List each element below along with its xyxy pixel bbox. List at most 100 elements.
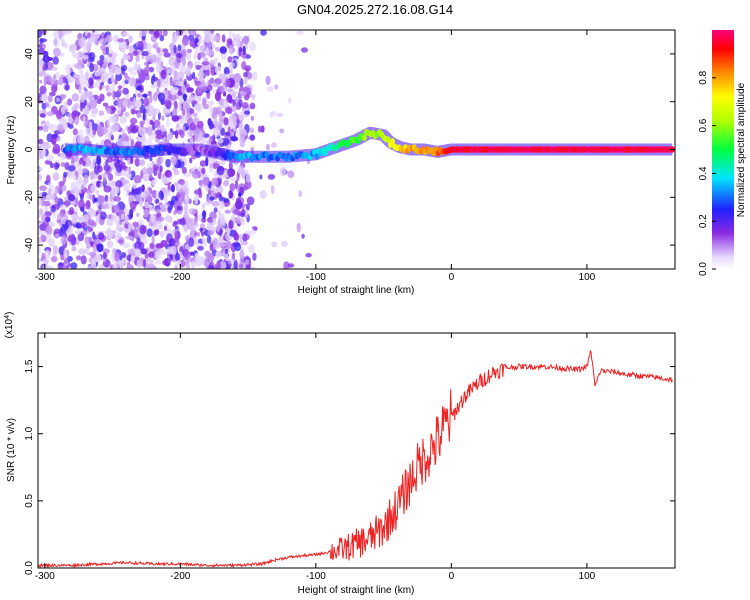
noise-blob (214, 65, 222, 74)
noise-blob (229, 176, 237, 182)
noise-blob (123, 72, 128, 78)
noise-blob (205, 68, 210, 77)
noise-blob (189, 40, 195, 47)
noise-blob (96, 243, 104, 253)
noise-blob (189, 30, 196, 36)
noise-blob (189, 157, 193, 164)
noise-blob (224, 79, 231, 88)
noise-blob (101, 173, 107, 178)
noise-blob (288, 97, 292, 104)
noise-blob (54, 196, 59, 204)
noise-blob (231, 62, 236, 67)
noise-blob (230, 132, 235, 137)
noise-blob (159, 165, 163, 173)
noise-blob (112, 263, 118, 269)
noise-blob (134, 61, 138, 71)
noise-blob (220, 127, 225, 136)
noise-blob (126, 264, 134, 269)
noise-blob (51, 66, 58, 71)
noise-blob (83, 54, 89, 60)
noise-blob (168, 238, 176, 247)
noise-blob (80, 222, 86, 229)
noise-blob (270, 142, 278, 148)
noise-blob (96, 155, 102, 165)
noise-blob (38, 173, 42, 181)
noise-blob (215, 47, 220, 52)
noise-blob (50, 205, 56, 213)
noise-blob (176, 30, 180, 36)
noise-blob (38, 201, 43, 206)
noise-blob (274, 84, 279, 90)
noise-blob (97, 125, 103, 131)
noise-blob (52, 56, 59, 65)
noise-blob (244, 65, 252, 72)
noise-blob (76, 134, 84, 145)
noise-blob (103, 185, 112, 193)
noise-blob (180, 115, 187, 124)
noise-blob (185, 104, 191, 112)
noise-blob (242, 35, 250, 45)
noise-blob (106, 107, 112, 114)
noise-blob (100, 211, 107, 220)
noise-blob (202, 176, 210, 186)
noise-blob (181, 56, 186, 67)
noise-blob (45, 193, 52, 201)
noise-blob (115, 186, 120, 194)
noise-blob (161, 115, 165, 121)
noise-blob (170, 245, 177, 255)
noise-blob (43, 55, 50, 64)
noise-blob (229, 183, 236, 192)
noise-blob (221, 34, 226, 43)
noise-blob (135, 55, 140, 62)
noise-blob (270, 184, 275, 195)
noise-blob (56, 110, 63, 120)
noise-blob (212, 134, 216, 143)
noise-blob (78, 248, 87, 256)
noise-blob (53, 30, 60, 40)
noise-blob (248, 244, 255, 253)
noise-blob (110, 74, 114, 83)
noise-blob (79, 157, 84, 165)
noise-blob (92, 157, 97, 163)
noise-blob (238, 111, 244, 121)
noise-blob (68, 165, 76, 172)
noise-blob (87, 265, 92, 269)
noise-blob (162, 30, 168, 36)
colorbar-tick-label: 0.4 (698, 166, 709, 180)
noise-blob (157, 157, 161, 167)
noise-blob (196, 231, 200, 237)
noise-blob (38, 236, 42, 244)
noise-blob (123, 53, 128, 61)
noise-blob (245, 87, 251, 93)
noise-blob (245, 173, 251, 184)
noise-blob (189, 225, 196, 235)
noise-blob (280, 240, 288, 247)
noise-blob (211, 140, 217, 145)
noise-blob (39, 79, 43, 84)
noise-blob (77, 60, 83, 66)
noise-blob (48, 238, 55, 248)
noise-blob (38, 47, 45, 55)
noise-blob (225, 241, 232, 249)
y-tick-label: -40 (24, 237, 35, 252)
noise-blob (41, 101, 47, 111)
noise-blob (81, 188, 85, 197)
noise-blob (114, 251, 120, 262)
y-tick-label: 1.0 (24, 426, 35, 440)
noise-blob (234, 35, 242, 40)
noise-blob (133, 188, 140, 194)
noise-blob (55, 71, 60, 79)
noise-blob (249, 41, 256, 52)
noise-blob (127, 66, 134, 73)
noise-blob (134, 157, 141, 167)
noise-blob (136, 112, 142, 118)
noise-blob (230, 136, 239, 142)
noise-blob (114, 77, 118, 85)
y-tick-label: 0.5 (24, 493, 35, 507)
noise-blob (110, 134, 114, 141)
noise-blob (146, 167, 154, 175)
noise-blob (71, 214, 79, 220)
noise-blob (257, 125, 262, 133)
noise-blob (118, 227, 123, 233)
noise-blob (87, 56, 95, 63)
